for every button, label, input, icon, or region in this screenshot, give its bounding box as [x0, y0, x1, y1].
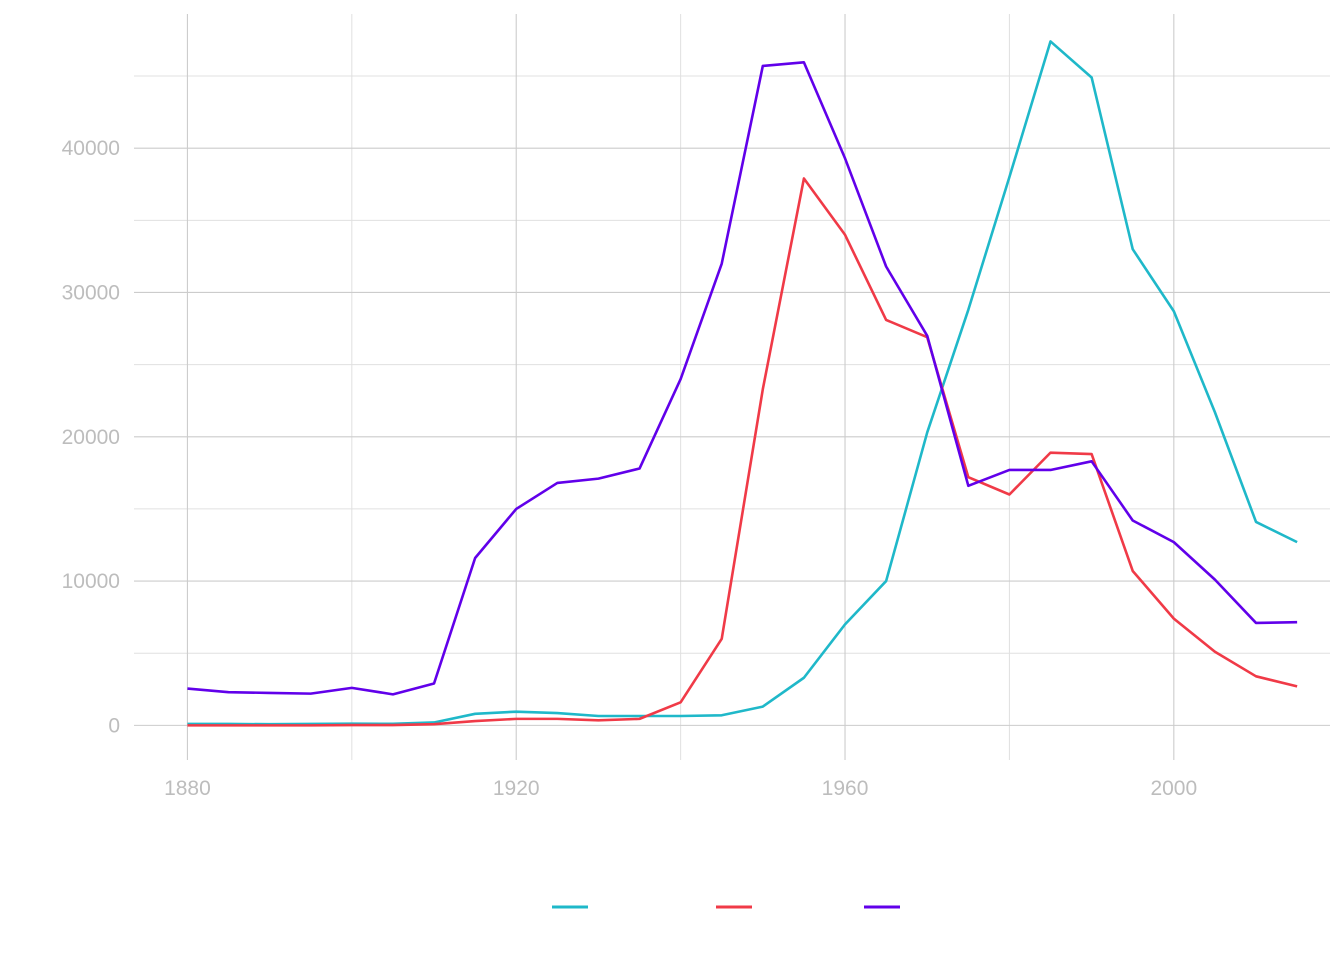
series-line-2 — [187, 177, 1298, 727]
minor-gridlines — [134, 14, 1330, 760]
series-line-1 — [187, 40, 1298, 726]
y-tick-label: 20000 — [62, 426, 120, 449]
x-axis-tick-labels: 1880 1920 1960 2000 — [164, 777, 1197, 800]
series-lines — [187, 40, 1298, 727]
series-line-3 — [187, 61, 1298, 696]
y-axis-tick-labels: 0 10000 20000 30000 40000 — [62, 137, 120, 737]
y-tick-label: 0 — [108, 714, 120, 737]
y-tick-label: 10000 — [62, 570, 120, 593]
x-tick-label: 1920 — [493, 777, 540, 800]
y-tick-label: 40000 — [62, 137, 120, 160]
major-gridlines — [134, 14, 1330, 760]
x-tick-label: 1880 — [164, 777, 211, 800]
x-tick-label: 2000 — [1150, 777, 1197, 800]
x-tick-label: 1960 — [822, 777, 869, 800]
y-tick-label: 30000 — [62, 281, 120, 304]
